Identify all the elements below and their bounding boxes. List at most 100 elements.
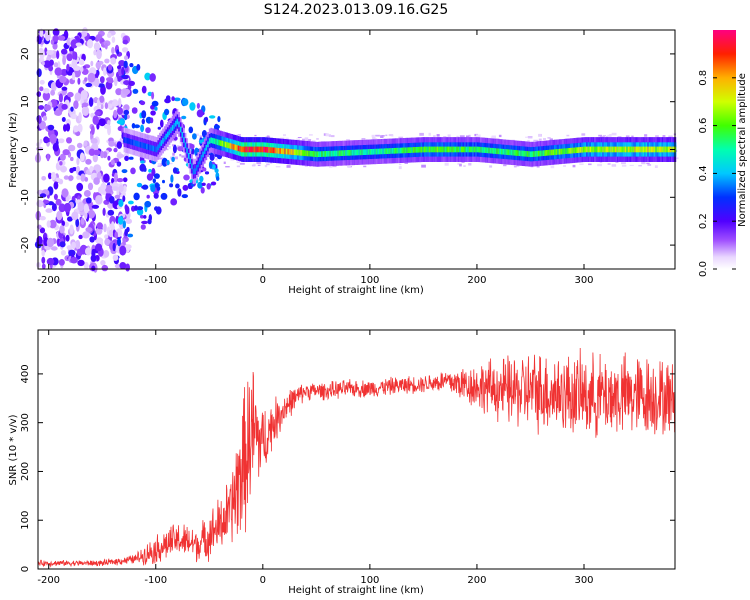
transition-blob: [132, 88, 139, 94]
ridge-cell: [631, 146, 633, 153]
ridge-cell: [464, 146, 466, 153]
ridge-cell: [621, 146, 624, 153]
ridge-cell: [629, 146, 632, 153]
noise-speckle: [81, 106, 90, 116]
spectrogram-x-ticks: -200 -100 0 100 200 300: [37, 30, 594, 286]
noise-speckle: [59, 225, 65, 234]
noise-speckle: [100, 260, 106, 266]
ridge-cell: [539, 150, 542, 157]
transition-blob: [154, 182, 160, 189]
noise-speckle: [83, 140, 88, 147]
ridge-cell: [388, 148, 391, 154]
ridge-cell: [407, 147, 410, 153]
haze-cell: [581, 133, 586, 136]
ridge-cell: [459, 146, 462, 153]
ridge-cell: [202, 151, 205, 158]
transition-blob: [177, 188, 182, 197]
ridge-cell: [428, 146, 431, 153]
transition-blob: [177, 146, 184, 152]
ridge-cell: [396, 147, 399, 154]
haze-cell: [444, 162, 449, 166]
haze-cell: [646, 162, 650, 165]
transition-blob: [127, 233, 134, 238]
ridge-cell: [253, 146, 256, 153]
ridge-cell: [440, 146, 442, 153]
ridge-cell: [404, 147, 407, 154]
ridge-cell: [568, 148, 571, 154]
transition-blob: [196, 102, 200, 109]
ridge-cell: [237, 145, 240, 152]
noise-speckle: [83, 190, 91, 197]
noise-speckle: [99, 95, 105, 103]
y-tick-label: 0: [20, 146, 31, 152]
haze-cell: [538, 133, 542, 137]
spectrogram-y-ticks: -20 -10 0 10 20: [20, 48, 675, 253]
ridge-cell: [619, 146, 622, 153]
noise-speckle: [85, 247, 92, 256]
ridge-cell: [297, 149, 299, 156]
ridge-cell: [570, 147, 572, 154]
spectrogram-marks: [34, 27, 679, 273]
ridge-cell: [321, 151, 323, 157]
ridge-cell: [626, 146, 629, 153]
ridge-cell: [449, 146, 452, 153]
ridge-cell: [443, 146, 445, 153]
x-tick-label: 100: [360, 275, 379, 286]
transition-blob: [173, 97, 181, 102]
ridge-cell: [608, 146, 611, 153]
ridge-cell: [371, 149, 373, 155]
ridge-cell: [547, 149, 550, 156]
noise-speckle: [104, 102, 109, 110]
noise-speckle: [39, 227, 46, 234]
noise-speckle: [112, 242, 116, 252]
noise-speckle: [53, 62, 59, 68]
haze-cell: [372, 137, 376, 139]
ridge-cell: [554, 149, 556, 155]
ridge-cell: [287, 148, 290, 155]
transition-blob: [136, 64, 141, 71]
transition-blob: [146, 173, 154, 181]
ridge-cell: [226, 142, 229, 148]
ridge-cell: [260, 146, 262, 153]
noise-speckle: [89, 165, 94, 173]
haze-cell: [181, 155, 185, 158]
transition-blob: [136, 206, 144, 211]
ridge-cell: [377, 148, 380, 155]
haze-cell: [456, 135, 459, 138]
noise-speckle: [111, 186, 119, 191]
colorbar-tick-label: 0.0: [698, 261, 709, 277]
ridge-cell: [610, 146, 612, 153]
colorbar-tick-label: 0.2: [698, 213, 709, 229]
ridge-cell: [208, 138, 211, 144]
ridge-cell: [501, 148, 503, 155]
noise-speckle: [66, 137, 72, 144]
haze-cell: [385, 134, 388, 137]
noise-speckle: [113, 109, 118, 119]
noise-speckle: [119, 262, 127, 270]
haze-cell: [215, 158, 218, 161]
ridge-cell: [591, 146, 593, 153]
haze-cell: [459, 135, 465, 138]
transition-blob: [146, 194, 150, 199]
ridge-cell: [470, 146, 473, 153]
ridge-cell: [446, 146, 449, 153]
ridge-cell: [623, 146, 625, 153]
haze-cell: [503, 164, 507, 167]
ridge-cell: [318, 151, 320, 157]
ridge-cell: [640, 146, 643, 153]
haze-cell: [641, 161, 646, 165]
haze-cell: [625, 135, 630, 139]
ridge-cell: [472, 146, 474, 153]
noise-speckle: [90, 60, 94, 67]
transition-blob: [154, 106, 158, 111]
ridge-cell: [436, 146, 439, 153]
haze-cell: [631, 135, 634, 139]
ridge-cell: [433, 146, 436, 153]
ridge-cell: [189, 158, 192, 164]
ridge-cell: [361, 149, 364, 156]
noise-speckle: [42, 91, 51, 101]
ridge-cell: [663, 146, 665, 153]
noise-speckle: [41, 256, 46, 264]
ridge-cell: [502, 148, 505, 155]
noise-speckle: [107, 155, 111, 161]
